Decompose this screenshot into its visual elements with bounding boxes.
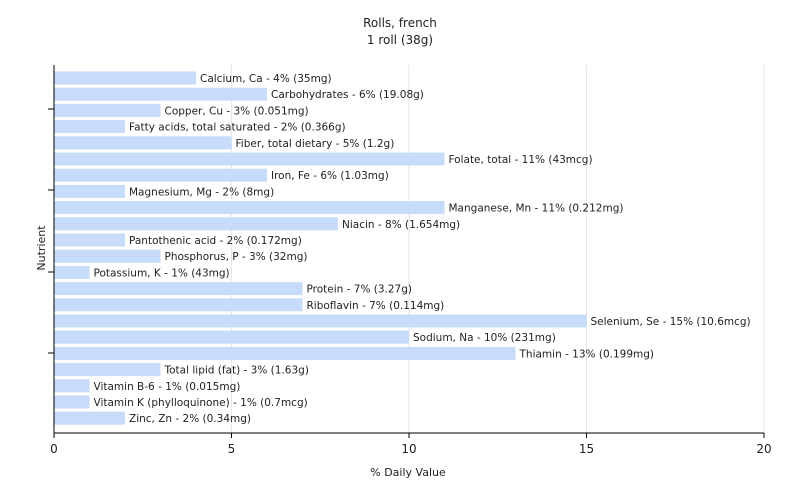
bar-label: Iron, Fe - 6% (1.03mg) [271, 170, 389, 182]
axis-layer: 0 5 10 15 20 [48, 65, 772, 456]
bar-label: Carbohydrates - 6% (19.08g) [271, 89, 424, 101]
bar-label: Riboflavin - 7% (0.114mg) [307, 300, 445, 312]
bar-label: Fatty acids, total saturated - 2% (0.366… [129, 122, 346, 134]
bar [54, 298, 303, 312]
bar-label: Selenium, Se - 15% (10.6mcg) [591, 316, 751, 328]
grid-layer [231, 65, 765, 433]
y-axis-title: Nutrient [35, 225, 48, 271]
bar [54, 346, 516, 360]
bar [54, 395, 90, 409]
x-tick-label: 5 [228, 442, 236, 456]
bar [54, 411, 125, 425]
bar [54, 233, 125, 247]
bar [54, 217, 338, 231]
x-tick-label: 0 [50, 442, 58, 456]
bar-label: Sodium, Na - 10% (231mg) [413, 332, 556, 344]
bar-label: Pantothenic acid - 2% (0.172mg) [129, 235, 302, 247]
bar-label: Niacin - 8% (1.654mg) [342, 219, 460, 231]
bar [54, 379, 90, 393]
bar-label: Total lipid (fat) - 3% (1.63g) [164, 365, 309, 377]
bar-label: Phosphorus, P - 3% (32mg) [165, 251, 308, 263]
bar [54, 103, 161, 117]
bar-label: Calcium, Ca - 4% (35mg) [200, 73, 332, 85]
chart-title: Rolls, french [363, 16, 437, 30]
bar-label: Fiber, total dietary - 5% (1.2g) [236, 138, 395, 150]
bar [54, 87, 267, 101]
bar-label: Folate, total - 11% (43mcg) [449, 154, 593, 166]
x-tick-label: 10 [401, 442, 416, 456]
bar-label: Manganese, Mn - 11% (0.212mg) [449, 203, 624, 215]
bar [54, 330, 409, 344]
bar [54, 136, 232, 150]
x-tick-label: 15 [579, 442, 594, 456]
bar-layer [54, 71, 587, 425]
bar-label: Zinc, Zn - 2% (0.34mg) [129, 413, 251, 425]
bar-label: Protein - 7% (3.27g) [307, 284, 413, 296]
x-tick-label: 20 [756, 442, 771, 456]
bar-label: Vitamin B-6 - 1% (0.015mg) [94, 381, 241, 393]
bar [54, 363, 161, 377]
bar [54, 120, 125, 134]
x-axis-title: % Daily Value [370, 466, 446, 479]
bar [54, 184, 125, 198]
bar [54, 201, 445, 215]
bar [54, 314, 587, 328]
bar [54, 282, 303, 296]
bar [54, 249, 161, 263]
bar-label: Thiamin - 13% (0.199mg) [519, 348, 655, 360]
bar-label: Copper, Cu - 3% (0.051mg) [165, 105, 309, 117]
bar [54, 168, 267, 182]
bar [54, 71, 196, 85]
bar [54, 152, 445, 166]
bar-label: Magnesium, Mg - 2% (8mg) [129, 186, 274, 198]
label-layer: Calcium, Ca - 4% (35mg) Carbohydrates - 6… [94, 73, 751, 425]
chart-subtitle: 1 roll (38g) [367, 33, 433, 47]
bar-label: Potassium, K - 1% (43mg) [94, 267, 230, 279]
bar-label: Vitamin K (phylloquinone) - 1% (0.7mcg) [94, 397, 308, 409]
bar [54, 265, 90, 279]
